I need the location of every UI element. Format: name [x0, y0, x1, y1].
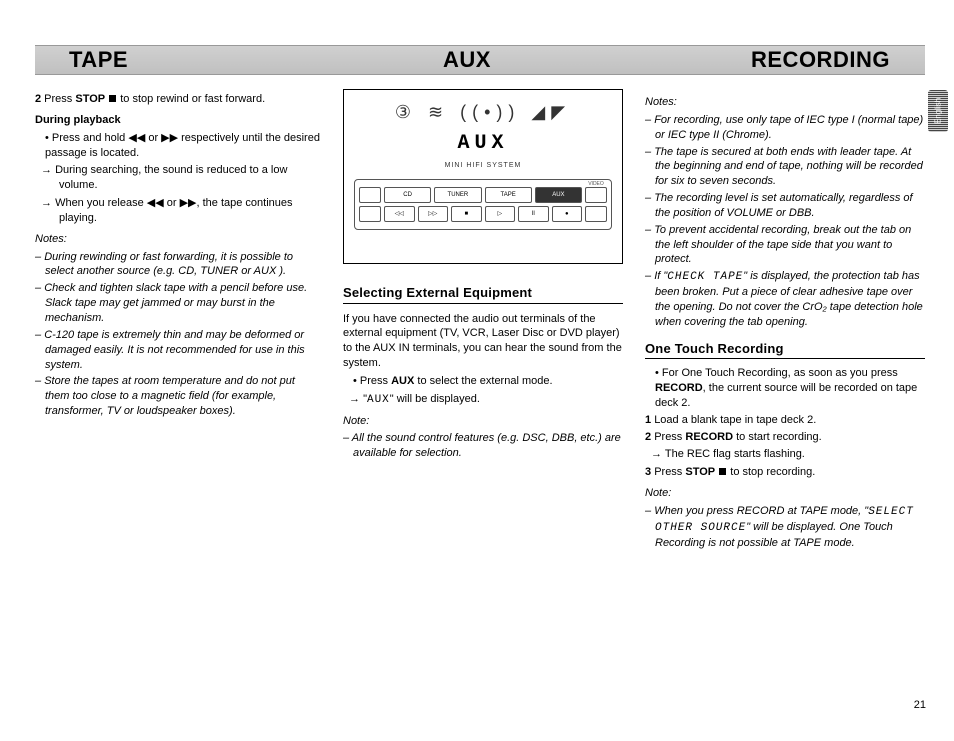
stop-icon — [109, 95, 116, 102]
diagram-slot — [359, 187, 381, 203]
diagram-transport-row: ◁◁ ▷▷ ■ ▷ II ● — [359, 206, 607, 222]
stop-bold: STOP — [685, 466, 715, 478]
aux-bullet-list: Press AUX to select the external mode. — [343, 374, 623, 389]
diagram-btn-stop: ■ — [451, 206, 482, 222]
page: TAPE AUX RECORDING 2 Press STOP to stop … — [35, 45, 925, 552]
aux-bold: AUX — [391, 375, 414, 387]
text: to start recording. — [733, 431, 822, 443]
diagram-btn-rec: ● — [552, 206, 583, 222]
note-label: Note: — [343, 414, 623, 429]
text: Press — [360, 375, 391, 387]
diagram-slot — [359, 206, 381, 222]
header-tape: TAPE — [63, 47, 134, 73]
arrow-note: The REC flag starts flashing. — [645, 447, 925, 462]
diagram-btn-aux: AUX — [535, 187, 582, 203]
text: Press — [654, 431, 685, 443]
list-item: Store the tapes at room temperature and … — [45, 374, 321, 419]
otr-step-2: 2 Press RECORD to start recording. — [645, 430, 925, 445]
list-item: To prevent accidental recording, break o… — [655, 223, 925, 268]
diagram-slot: VIDEO — [585, 187, 607, 203]
list-item: For One Touch Recording, as soon as you … — [655, 366, 925, 411]
stop-icon — [719, 468, 726, 475]
diagram-panel: CD TUNER TAPE AUX VIDEO ◁◁ ▷▷ ■ ▷ II ● — [354, 179, 612, 230]
display-text: AUX — [367, 394, 390, 406]
tape-notes-list: During rewinding or fast forwarding, it … — [35, 250, 321, 419]
text: Press — [654, 466, 685, 478]
arrow-note: During searching, the sound is reduced t… — [35, 163, 321, 193]
tape-step-2: 2 Press STOP to stop rewind or fast forw… — [35, 92, 321, 107]
hifi-diagram: ③ ≋ ((•)) ◢◤ AUX MINI HIFI SYSTEM CD TUN… — [343, 89, 623, 264]
notes-label: Notes: — [645, 95, 925, 110]
list-item: The tape is secured at both ends with le… — [655, 145, 925, 190]
otr-step-1: 1 Load a blank tape in tape deck 2. — [645, 413, 925, 428]
text: Load a blank tape in tape deck 2. — [654, 414, 816, 426]
one-touch-heading: One Touch Recording — [645, 340, 925, 360]
recording-notes-list: For recording, use only tape of IEC type… — [645, 113, 925, 330]
arrow-note: When you release ◀◀ or ▶▶, the tape cont… — [35, 196, 321, 226]
arrow-note: "AUX" will be displayed. — [343, 392, 623, 408]
list-item: Press and hold ◀◀ or ▶▶ respectively unt… — [45, 131, 321, 161]
diagram-icons: ③ ≋ ((•)) ◢◤ — [354, 100, 612, 124]
aux-column: ③ ≋ ((•)) ◢◤ AUX MINI HIFI SYSTEM CD TUN… — [343, 89, 623, 552]
list-item: During rewinding or fast forwarding, it … — [45, 250, 321, 280]
list-item: When you press RECORD at TAPE mode, "SEL… — [655, 504, 925, 551]
video-label: VIDEO — [588, 181, 604, 188]
list-item: All the sound control features (e.g. DSC… — [353, 431, 623, 461]
list-item: For recording, use only tape of IEC type… — [655, 113, 925, 143]
diagram-btn-tuner: TUNER — [434, 187, 481, 203]
during-playback-heading: During playback — [35, 113, 321, 128]
header-bar: TAPE AUX RECORDING — [35, 45, 925, 75]
text: If " — [654, 270, 667, 282]
diagram-btn-ff: ▷▷ — [418, 206, 449, 222]
list-item: Press AUX to select the external mode. — [353, 374, 623, 389]
tape-column: 2 Press STOP to stop rewind or fast forw… — [35, 89, 321, 552]
list-item: Check and tighten slack tape with a penc… — [45, 281, 321, 326]
record-bold: RECORD — [655, 382, 703, 394]
diagram-mini-label: MINI HIFI SYSTEM — [354, 161, 612, 170]
diagram-btn-cd: CD — [384, 187, 431, 203]
text: For One Touch Recording, as soon as you … — [662, 367, 898, 379]
language-tab: English — [928, 90, 948, 132]
tape-bullet-list: Press and hold ◀◀ or ▶▶ respectively unt… — [35, 131, 321, 161]
header-recording: RECORDING — [745, 47, 896, 73]
diagram-display: AUX — [354, 130, 612, 157]
display-text: CHECK TAPE — [667, 271, 743, 283]
text: to stop recording. — [730, 466, 815, 478]
text: When you press RECORD at TAPE mode, " — [654, 505, 868, 517]
text: " will be displayed. — [390, 393, 480, 405]
aux-paragraph: If you have connected the audio out term… — [343, 312, 623, 371]
text: to select the external mode. — [414, 375, 552, 387]
diagram-source-row: CD TUNER TAPE AUX VIDEO — [359, 187, 607, 203]
text — [105, 93, 108, 105]
list-item: C-120 tape is extremely thin and may be … — [45, 328, 321, 373]
diagram-btn-tape: TAPE — [485, 187, 532, 203]
aux-notes-list: All the sound control features (e.g. DSC… — [343, 431, 623, 461]
diagram-btn-rew: ◁◁ — [384, 206, 415, 222]
diagram-btn-pause: II — [518, 206, 549, 222]
otr-step-3: 3 Press STOP to stop recording. — [645, 465, 925, 480]
text: Press — [41, 93, 75, 105]
page-number: 21 — [914, 699, 926, 711]
columns: 2 Press STOP to stop rewind or fast forw… — [35, 89, 925, 552]
list-item: The recording level is set automatically… — [655, 191, 925, 221]
diagram-slot — [585, 206, 607, 222]
diagram-btn-play: ▷ — [485, 206, 516, 222]
notes-label: Notes: — [35, 232, 321, 247]
stop-label: STOP — [75, 93, 105, 105]
text: to stop rewind or fast forward. — [117, 93, 265, 105]
record-bold: RECORD — [685, 431, 733, 443]
header-aux: AUX — [437, 47, 497, 73]
otr-note-list: When you press RECORD at TAPE mode, "SEL… — [645, 504, 925, 551]
recording-column: Notes: For recording, use only tape of I… — [645, 89, 925, 552]
aux-heading: Selecting External Equipment — [343, 284, 623, 304]
otr-bullet-list: For One Touch Recording, as soon as you … — [645, 366, 925, 411]
list-item: If "CHECK TAPE" is displayed, the protec… — [655, 269, 925, 329]
note-label: Note: — [645, 486, 925, 501]
